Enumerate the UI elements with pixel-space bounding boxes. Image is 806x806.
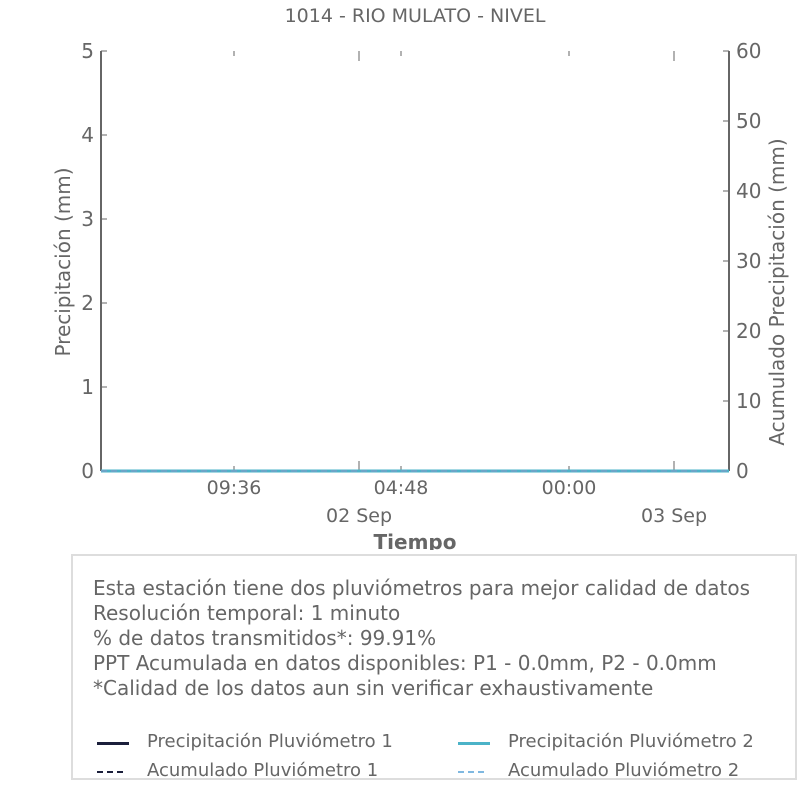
legend-label-p2: Precipitación Pluviómetro 2: [508, 731, 754, 752]
chart-title: 1014 - RIO MULATO - NIVEL: [285, 5, 546, 27]
x-tick-label-time: 04:48: [374, 477, 429, 499]
info-line-transmitted: % de datos transmitidos*: 99.91%: [93, 626, 437, 650]
y-tick-label-left: 3: [81, 207, 94, 231]
y-tick-label-right: 30: [736, 249, 761, 273]
info-line-quality: *Calidad de los datos aun sin verificar …: [93, 676, 654, 700]
y-tick-label-left: 2: [81, 291, 94, 315]
info-line-ppt: PPT Acumulada en datos disponibles: P1 -…: [93, 651, 717, 675]
legend-label-p1: Precipitación Pluviómetro 1: [147, 731, 393, 752]
x-tick-label-time: 09:36: [207, 477, 262, 499]
x-axis-label: Tiempo: [374, 530, 457, 550]
chart: 1014 - RIO MULATO - NIVEL 01234501020304…: [51, 5, 789, 550]
legend-swatch-p2: [458, 742, 490, 745]
y-tick-label-right: 0: [736, 459, 749, 483]
y-tick-label-right: 10: [736, 389, 761, 413]
info-line-stations: Esta estación tiene dos pluviómetros par…: [93, 576, 751, 600]
x-tick-label-date: 03 Sep: [641, 505, 707, 527]
y-tick-label-right: 60: [736, 39, 761, 63]
y-axis-label-left: Precipitación (mm): [51, 167, 75, 356]
y-tick-label-right: 50: [736, 109, 761, 133]
legend-label-a2: Acumulado Pluviómetro 2: [508, 760, 740, 781]
y-axis-label-right: Acumulado Precipitación (mm): [765, 138, 789, 445]
y-tick-label-right: 20: [736, 319, 761, 343]
info-line-resolution: Resolución temporal: 1 minuto: [93, 601, 401, 625]
y-tick-label-left: 4: [81, 123, 94, 147]
x-tick-label-date: 02 Sep: [326, 505, 392, 527]
info-box: Esta estación tiene dos pluviómetros par…: [71, 554, 797, 781]
legend-label-a1: Acumulado Pluviómetro 1: [147, 760, 379, 781]
legend-swatch-p1: [97, 742, 129, 745]
legend-swatch-a2: [458, 771, 484, 773]
y-tick-label-left: 0: [81, 459, 94, 483]
y-tick-label-left: 5: [81, 39, 94, 63]
y-tick-label-left: 1: [81, 375, 94, 399]
legend-swatch-a1: [97, 771, 123, 773]
y-tick-label-right: 40: [736, 179, 761, 203]
x-tick-label-time: 00:00: [542, 477, 597, 499]
